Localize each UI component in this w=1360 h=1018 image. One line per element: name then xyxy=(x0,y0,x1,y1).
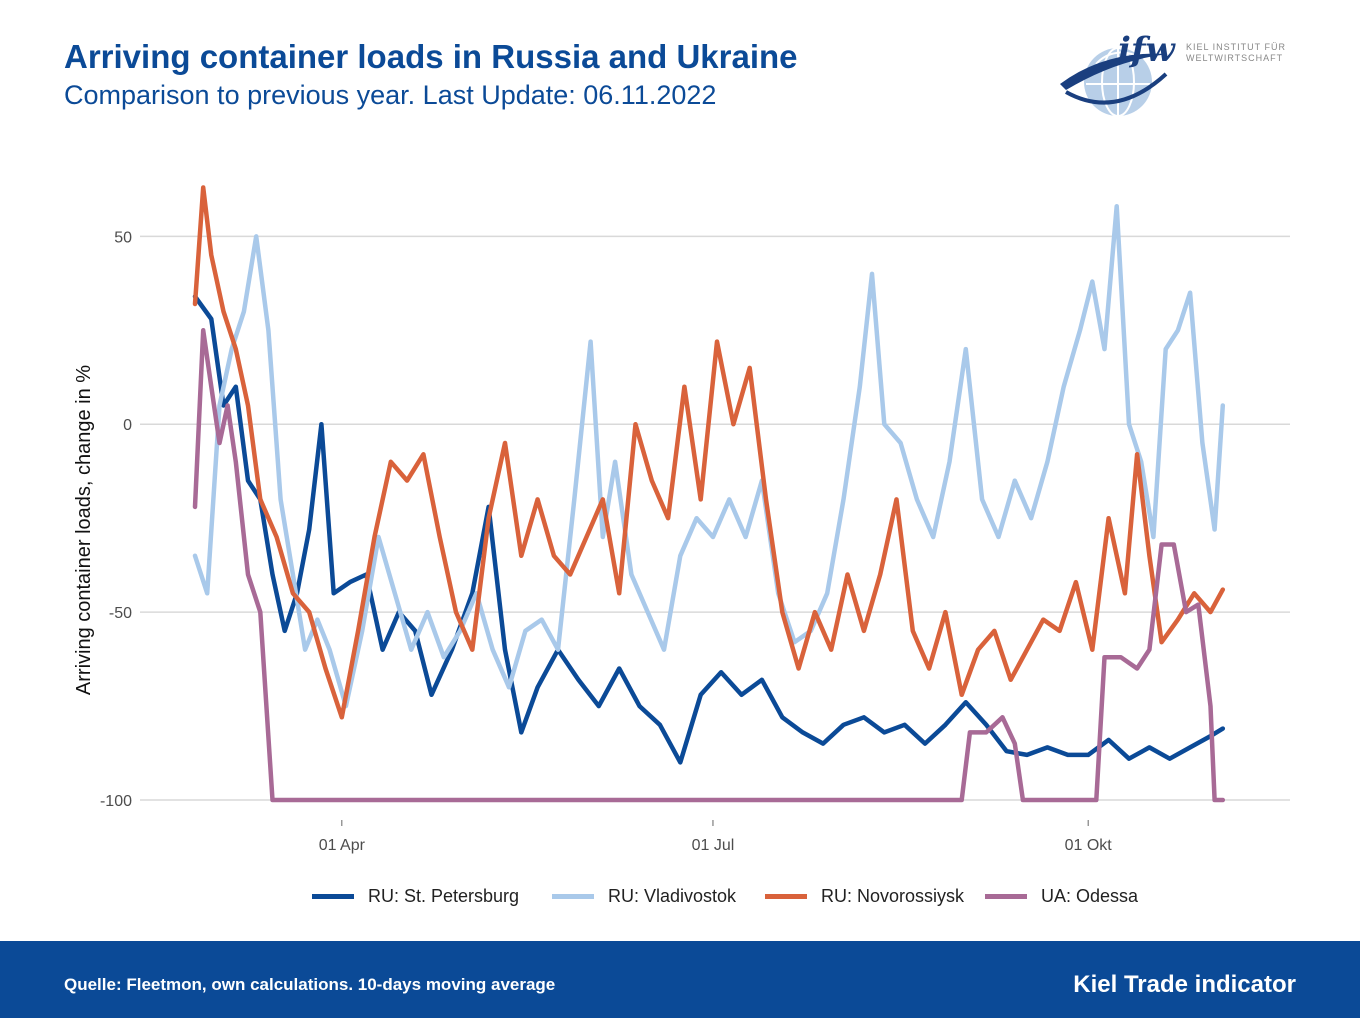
logo-mark: ifw xyxy=(1118,30,1175,70)
y-tick-label: 0 xyxy=(123,417,132,434)
footer-bar: Quelle: Fleetmon, own calculations. 10-d… xyxy=(0,941,1360,1018)
legend-label: RU: St. Petersburg xyxy=(368,885,520,906)
logo-text: KIEL INSTITUT FÜR WELTWIRTSCHAFT xyxy=(1186,42,1286,64)
legend-swatch xyxy=(552,893,594,899)
legend-item: UA: Odessa xyxy=(985,880,1138,912)
x-tick-label: 01 Apr xyxy=(319,837,366,854)
chart-title: Arriving container loads in Russia and U… xyxy=(64,38,798,75)
legend-label: UA: Odessa xyxy=(1041,885,1139,906)
x-tick-label: 01 Jul xyxy=(692,837,735,854)
y-tick-label: -100 xyxy=(100,793,132,810)
brand-label: Kiel Trade indicator xyxy=(1073,971,1296,998)
legend-item: RU: Novorossiysk xyxy=(765,880,964,912)
legend-label: RU: Vladivostok xyxy=(608,885,737,906)
series-line-1 xyxy=(192,294,1226,765)
y-tick-label: -50 xyxy=(109,605,132,622)
legend-swatch xyxy=(312,893,354,899)
legend-item: RU: St. Petersburg xyxy=(312,880,519,912)
source-note: Quelle: Fleetmon, own calculations. 10-d… xyxy=(64,975,556,994)
globe-icon xyxy=(1060,47,1168,117)
series-line-2 xyxy=(192,204,1226,709)
legend-item: RU: Vladivostok xyxy=(552,880,736,912)
y-axis-title: Arriving container loads, change in % xyxy=(73,365,95,695)
legend-swatch xyxy=(985,893,1027,899)
y-tick-label: 50 xyxy=(114,229,132,246)
x-tick-label: 01 Okt xyxy=(1065,837,1113,854)
chart-subtitle: Comparison to previous year. Last Update… xyxy=(64,80,717,110)
logo-line1: KIEL INSTITUT FÜR xyxy=(1186,42,1287,52)
series-line-3 xyxy=(192,185,1226,720)
logo-line2: WELTWIRTSCHAFT xyxy=(1186,53,1284,63)
legend-label: RU: Novorossiysk xyxy=(821,885,965,906)
legend-swatch xyxy=(765,893,807,899)
ifw-logo: ifw KIEL INSTITUT FÜR WELTWIRTSCHAFT xyxy=(1056,24,1316,124)
line-chart: -100 -50 0 50 01 Apr 01 Jul 01 Okt Arriving con… xyxy=(73,185,1290,854)
series-line-4 xyxy=(192,328,1226,803)
legend: RU: St. Petersburg RU: Vladivostok RU: Nov… xyxy=(0,880,1360,912)
